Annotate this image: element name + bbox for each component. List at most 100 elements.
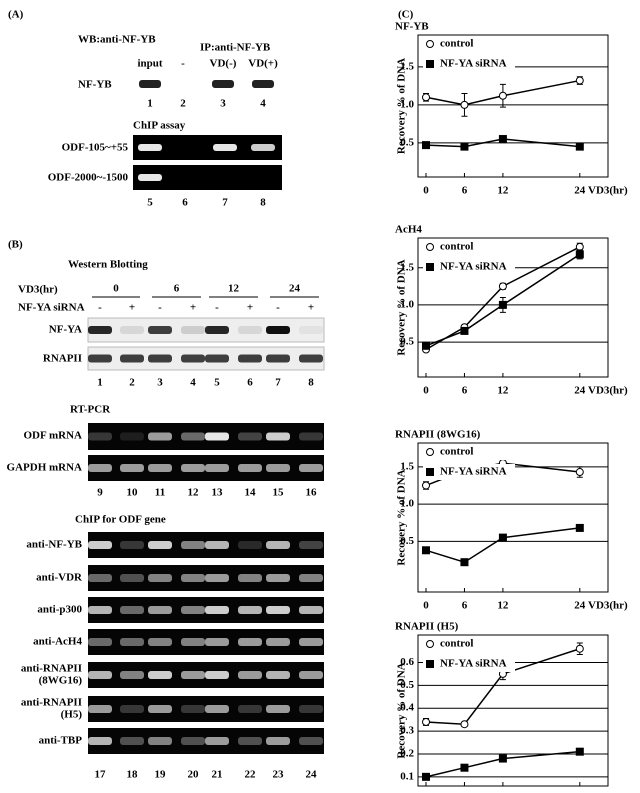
band (299, 638, 323, 646)
label: Western Blotting (68, 259, 148, 271)
band (181, 541, 205, 549)
lane-number: 16 (306, 487, 318, 499)
lane-number: 5 (214, 377, 220, 389)
band (205, 671, 229, 679)
y-tick-label: 0.5 (400, 136, 414, 148)
legend-bg (423, 239, 515, 255)
band (120, 705, 144, 713)
plot-frame (417, 34, 609, 178)
band (252, 80, 274, 88)
x-axis-label: VD3(hr) (588, 185, 628, 197)
band (148, 638, 172, 646)
band (266, 606, 290, 614)
marker (460, 326, 469, 335)
row-label: NF-YB (78, 79, 112, 91)
band (148, 671, 172, 679)
series-line (425, 648, 581, 725)
band (238, 432, 262, 441)
row-label: ODF mRNA (23, 430, 82, 442)
timepoint: 6 (174, 283, 180, 295)
lane-number: 7 (275, 377, 281, 389)
band (148, 541, 172, 549)
lane-number: 14 (245, 487, 257, 499)
band (299, 464, 323, 472)
panel-label: (C) (398, 9, 414, 21)
row-label: ODF-105~+55 (62, 142, 129, 154)
band (88, 574, 112, 582)
lane-number: 8 (308, 377, 314, 389)
row-label: NF-YA (49, 324, 82, 336)
band (181, 574, 205, 582)
band (148, 606, 172, 614)
band (251, 144, 275, 151)
marker (422, 546, 431, 555)
marker (575, 242, 584, 251)
lane-number: 13 (212, 487, 224, 499)
band (148, 464, 172, 472)
panel-label: (B) (8, 239, 23, 251)
lane-number: 11 (155, 487, 165, 499)
y-axis-label: Recovery % of DNA (396, 469, 408, 565)
sirna-mark: - (158, 302, 162, 314)
x-tick-label: 12 (497, 600, 509, 612)
y-tick-label: 0.5 (400, 535, 414, 547)
sirna-mark: - (276, 302, 280, 314)
band (181, 671, 205, 679)
lane-number: 3 (220, 98, 226, 110)
y-tick-label: 1.5 (400, 460, 414, 472)
legend-marker (426, 60, 434, 68)
band (299, 671, 323, 679)
band (88, 737, 112, 745)
band (299, 326, 323, 334)
marker (460, 558, 469, 567)
band (88, 354, 112, 363)
band (238, 606, 262, 614)
row-label: anti-TBP (39, 735, 83, 747)
legend-marker (426, 243, 434, 251)
row-label: (8WG16) (39, 675, 83, 687)
series-line (425, 527, 580, 564)
band (299, 705, 323, 713)
band (205, 464, 229, 472)
lane-number: 21 (212, 769, 223, 781)
x-tick-label: 6 (462, 185, 468, 197)
lane-number: 17 (95, 769, 107, 781)
legend-bg (423, 56, 515, 72)
band (299, 354, 323, 363)
panel-label: (A) (8, 9, 24, 21)
band (205, 737, 229, 745)
lane-number: 18 (127, 769, 139, 781)
legend-bg (423, 636, 515, 652)
plot-frame (417, 237, 609, 378)
marker (422, 141, 431, 150)
timepoint: 24 (289, 283, 301, 295)
marker (575, 644, 584, 653)
marker (575, 468, 584, 477)
marker (498, 533, 507, 542)
band (148, 354, 172, 363)
plot-frame (417, 634, 609, 787)
band (88, 606, 112, 614)
lane-number: 4 (260, 98, 266, 110)
y-tick-label: 1.0 (400, 98, 414, 110)
marker (460, 720, 469, 729)
series-line (425, 750, 580, 778)
y-tick-label: 0.1 (400, 770, 414, 782)
band (299, 541, 323, 549)
legend-label: control (440, 38, 473, 50)
lane-number: 23 (273, 769, 285, 781)
legend-marker (426, 263, 434, 271)
legend-bg (423, 36, 515, 52)
lane-number: 3 (157, 377, 163, 389)
band (205, 705, 229, 713)
label: VD3(hr) (18, 284, 58, 296)
y-tick-label: 0.6 (400, 656, 414, 668)
marker (575, 523, 584, 532)
band (181, 606, 205, 614)
band (88, 432, 112, 441)
band (120, 671, 144, 679)
series-line (425, 79, 580, 106)
band (148, 574, 172, 582)
band (138, 174, 162, 181)
